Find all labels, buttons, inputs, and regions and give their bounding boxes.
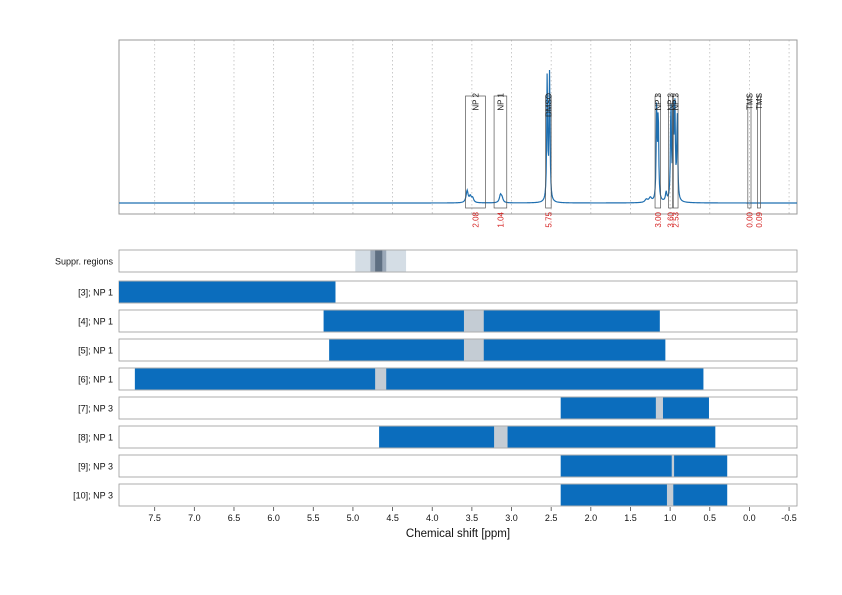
integral-value: 1.04 — [496, 211, 505, 227]
row-label: [10]; NP 3 — [73, 491, 113, 501]
bar-gap — [666, 484, 674, 506]
x-tick-label: 5.5 — [307, 513, 320, 523]
integral-value: 3.60 — [667, 211, 676, 227]
x-tick-label: 0.0 — [743, 513, 756, 523]
annotation-label: TMS — [755, 93, 764, 110]
integral-value: 2.53 — [672, 211, 681, 227]
x-tick-label: 1.0 — [664, 513, 677, 523]
annotation-box — [545, 95, 552, 209]
x-tick-label: 7.0 — [188, 513, 201, 523]
x-axis-label: Chemical shift [ppm] — [406, 528, 510, 540]
x-tick-label: 4.5 — [386, 513, 399, 523]
integration-bar — [119, 281, 336, 303]
integral-value: 0.09 — [755, 211, 764, 227]
bar-gap — [671, 455, 675, 477]
annotation-box — [654, 95, 661, 209]
integration-bar — [560, 397, 709, 419]
row-label: [6]; NP 1 — [78, 375, 113, 385]
annotation-box — [465, 95, 486, 209]
integral-value: 5.75 — [544, 211, 553, 227]
integral-value: 2.08 — [471, 211, 480, 227]
suppressed-region-inner — [375, 250, 383, 272]
x-tick-label: 6.5 — [228, 513, 241, 523]
integration-bar — [329, 339, 666, 361]
bar-gap — [655, 397, 663, 419]
annotation-box — [668, 95, 673, 209]
annotation-box — [672, 95, 679, 209]
x-tick-label: 1.5 — [624, 513, 637, 523]
row-label: [5]; NP 1 — [78, 346, 113, 356]
x-tick-label: 2.0 — [585, 513, 598, 523]
row-label: [4]; NP 1 — [78, 317, 113, 327]
annotation-label: TMS — [745, 93, 754, 110]
bar-gap — [463, 339, 484, 361]
annotation-box — [493, 95, 508, 209]
integration-bar — [379, 426, 716, 448]
annotation-label: NP 1 — [496, 92, 505, 110]
integration-bar — [134, 368, 704, 390]
annotation-box — [757, 95, 761, 209]
annotation-label: NP 3 — [667, 92, 676, 110]
row-label: [8]; NP 1 — [78, 433, 113, 443]
bar-gap — [494, 426, 508, 448]
x-tick-label: 0.5 — [704, 513, 717, 523]
row-frame — [118, 249, 798, 273]
x-tick-label: 3.5 — [466, 513, 479, 523]
row-label: Suppr. regions — [55, 257, 114, 267]
bar-gap — [463, 310, 484, 332]
x-tick-label: 7.5 — [148, 513, 161, 523]
annotation-box — [747, 95, 752, 209]
x-tick-label: 4.0 — [426, 513, 439, 523]
integration-bar — [560, 484, 728, 506]
x-tick-label: 2.5 — [545, 513, 558, 523]
row-label: [7]; NP 3 — [78, 404, 113, 414]
integral-value: 3.00 — [654, 211, 663, 227]
annotation-label: DMSO — [544, 93, 553, 117]
x-tick-label: 3.0 — [505, 513, 518, 523]
integration-bar — [560, 455, 728, 477]
annotation-label: NP 2 — [471, 92, 480, 110]
bar-gap — [375, 368, 387, 390]
x-axis: 7.5 7.0 6.5 6.0 5.5 5.0 4.5 4.0 3.5 3.0 2.5 2.0 1.5 1… — [148, 507, 797, 523]
integration-rows: Suppr. regions [3]; NP 1 [4]; NP 1 [5]; NP … — [55, 249, 798, 507]
x-tick-label: 6.0 — [267, 513, 280, 523]
x-tick-label: 5.0 — [347, 513, 360, 523]
spectrum-trace — [119, 70, 797, 204]
annotation-label: NP 3 — [654, 92, 663, 110]
integration-bar — [323, 310, 660, 332]
annotation-label: NP 3 — [672, 92, 681, 110]
x-tick-label: -0.5 — [781, 513, 797, 523]
spectrum-gridlines — [154, 40, 790, 214]
row-label: [9]; NP 3 — [78, 462, 113, 472]
peak-annotations: NP 2 2.08 NP 1 1.04 DMSO 5.75 NP 3 3.00 NP 3 3.60… — [465, 92, 764, 228]
spectrum-frame — [118, 39, 798, 215]
row-label: [3]; NP 1 — [78, 288, 113, 298]
integral-value: 0.00 — [745, 211, 754, 227]
